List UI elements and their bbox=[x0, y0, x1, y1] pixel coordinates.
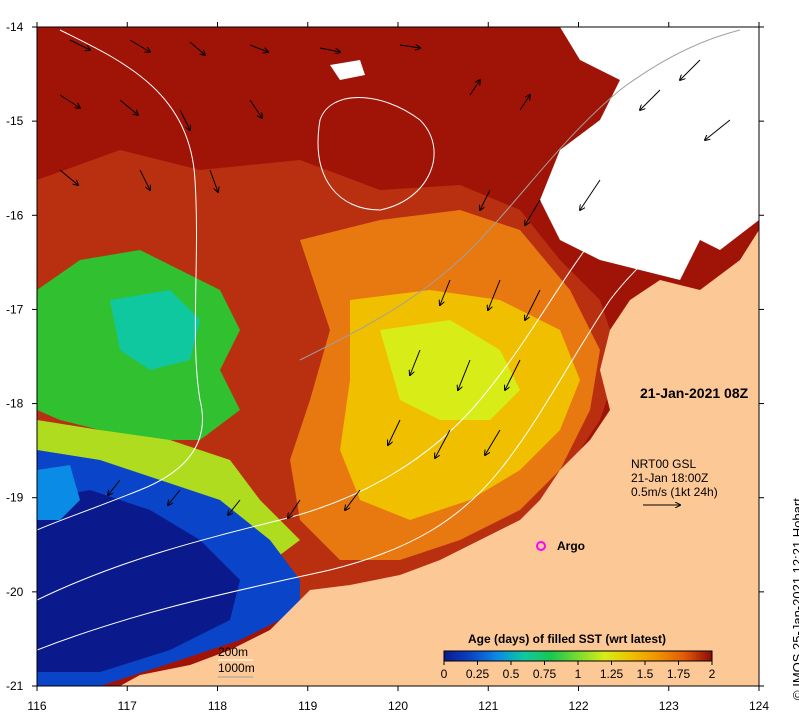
isobath-1000m-label: 1000m bbox=[218, 661, 255, 675]
region-lightblue bbox=[37, 465, 80, 520]
colorbar-tick-label: 0 bbox=[441, 667, 448, 681]
credit-text: © IMOS 25-Jan-2021 12:21 Hobart bbox=[790, 498, 799, 700]
currents-scale-label: 0.5m/s (1kt 24h) bbox=[631, 485, 718, 499]
land bbox=[120, 230, 759, 686]
lon-tick-label: 121 bbox=[478, 699, 498, 713]
longitude-axis: 116 117 118 119 120 121 122 123 124 bbox=[27, 22, 769, 713]
argo-label: Argo bbox=[557, 539, 585, 553]
lat-tick-label: -16 bbox=[6, 208, 24, 222]
lon-tick-label: 116 bbox=[27, 699, 46, 713]
currents-source-label: NRT00 GSL bbox=[631, 457, 696, 471]
timestamp-label: 21-Jan-2021 08Z bbox=[640, 385, 749, 401]
argo-marker[interactable] bbox=[536, 541, 546, 551]
map-field bbox=[37, 27, 759, 686]
credit-label: IMOS 25-Jan-2021 12:21 Hobart bbox=[790, 498, 799, 687]
lat-tick-label: -19 bbox=[6, 491, 24, 505]
lon-tick-label: 122 bbox=[568, 699, 588, 713]
region-darkblue bbox=[37, 490, 240, 672]
lon-tick-label: 117 bbox=[118, 699, 137, 713]
colorbar-ticks: 0 0.25 0.5 0.75 1 1.25 1.5 1.75 2 bbox=[441, 661, 716, 681]
colorbar-title: Age (days) of filled SST (wrt latest) bbox=[468, 632, 666, 646]
copyright-icon: © bbox=[790, 690, 799, 700]
lon-tick-label: 123 bbox=[659, 699, 679, 713]
region-teal bbox=[110, 290, 200, 370]
colorbar-tick-label: 0.75 bbox=[533, 667, 557, 681]
no-data-region bbox=[540, 27, 759, 280]
colorbar-tick-label: 2 bbox=[709, 667, 716, 681]
lon-tick-label: 118 bbox=[208, 699, 227, 713]
lon-tick-label: 119 bbox=[298, 699, 317, 713]
coast-contour bbox=[299, 29, 741, 361]
colorbar-tick-label: 1.5 bbox=[637, 667, 654, 681]
lat-tick-label: -20 bbox=[6, 585, 24, 599]
currents-time-label: 21-Jan 18:00Z bbox=[631, 471, 708, 485]
isobath-200m-label: 200m bbox=[218, 645, 248, 659]
lat-tick-label: -15 bbox=[6, 114, 24, 128]
colorbar-tick-label: 1.25 bbox=[600, 667, 624, 681]
lat-tick-label: -21 bbox=[6, 679, 24, 693]
colorbar-tick-label: 1.75 bbox=[667, 667, 691, 681]
lat-tick-label: -14 bbox=[6, 20, 24, 34]
colorbar-tick-label: 1 bbox=[575, 667, 582, 681]
colorbar-tick-label: 0.5 bbox=[503, 667, 520, 681]
region-yellowgreen bbox=[380, 320, 520, 420]
lat-tick-label: -18 bbox=[6, 397, 24, 411]
lon-tick-label: 124 bbox=[749, 699, 769, 713]
colorbar bbox=[443, 650, 713, 662]
lon-tick-label: 120 bbox=[388, 699, 408, 713]
colorbar-tick-label: 0.25 bbox=[466, 667, 490, 681]
current-arrows bbox=[59, 39, 731, 518]
no-data-patch bbox=[330, 60, 365, 80]
isobath-contours bbox=[37, 29, 741, 651]
latitude-axis: -14 -15 -16 -17 -18 -19 -20 -21 bbox=[6, 20, 764, 693]
lat-tick-label: -17 bbox=[6, 302, 24, 316]
